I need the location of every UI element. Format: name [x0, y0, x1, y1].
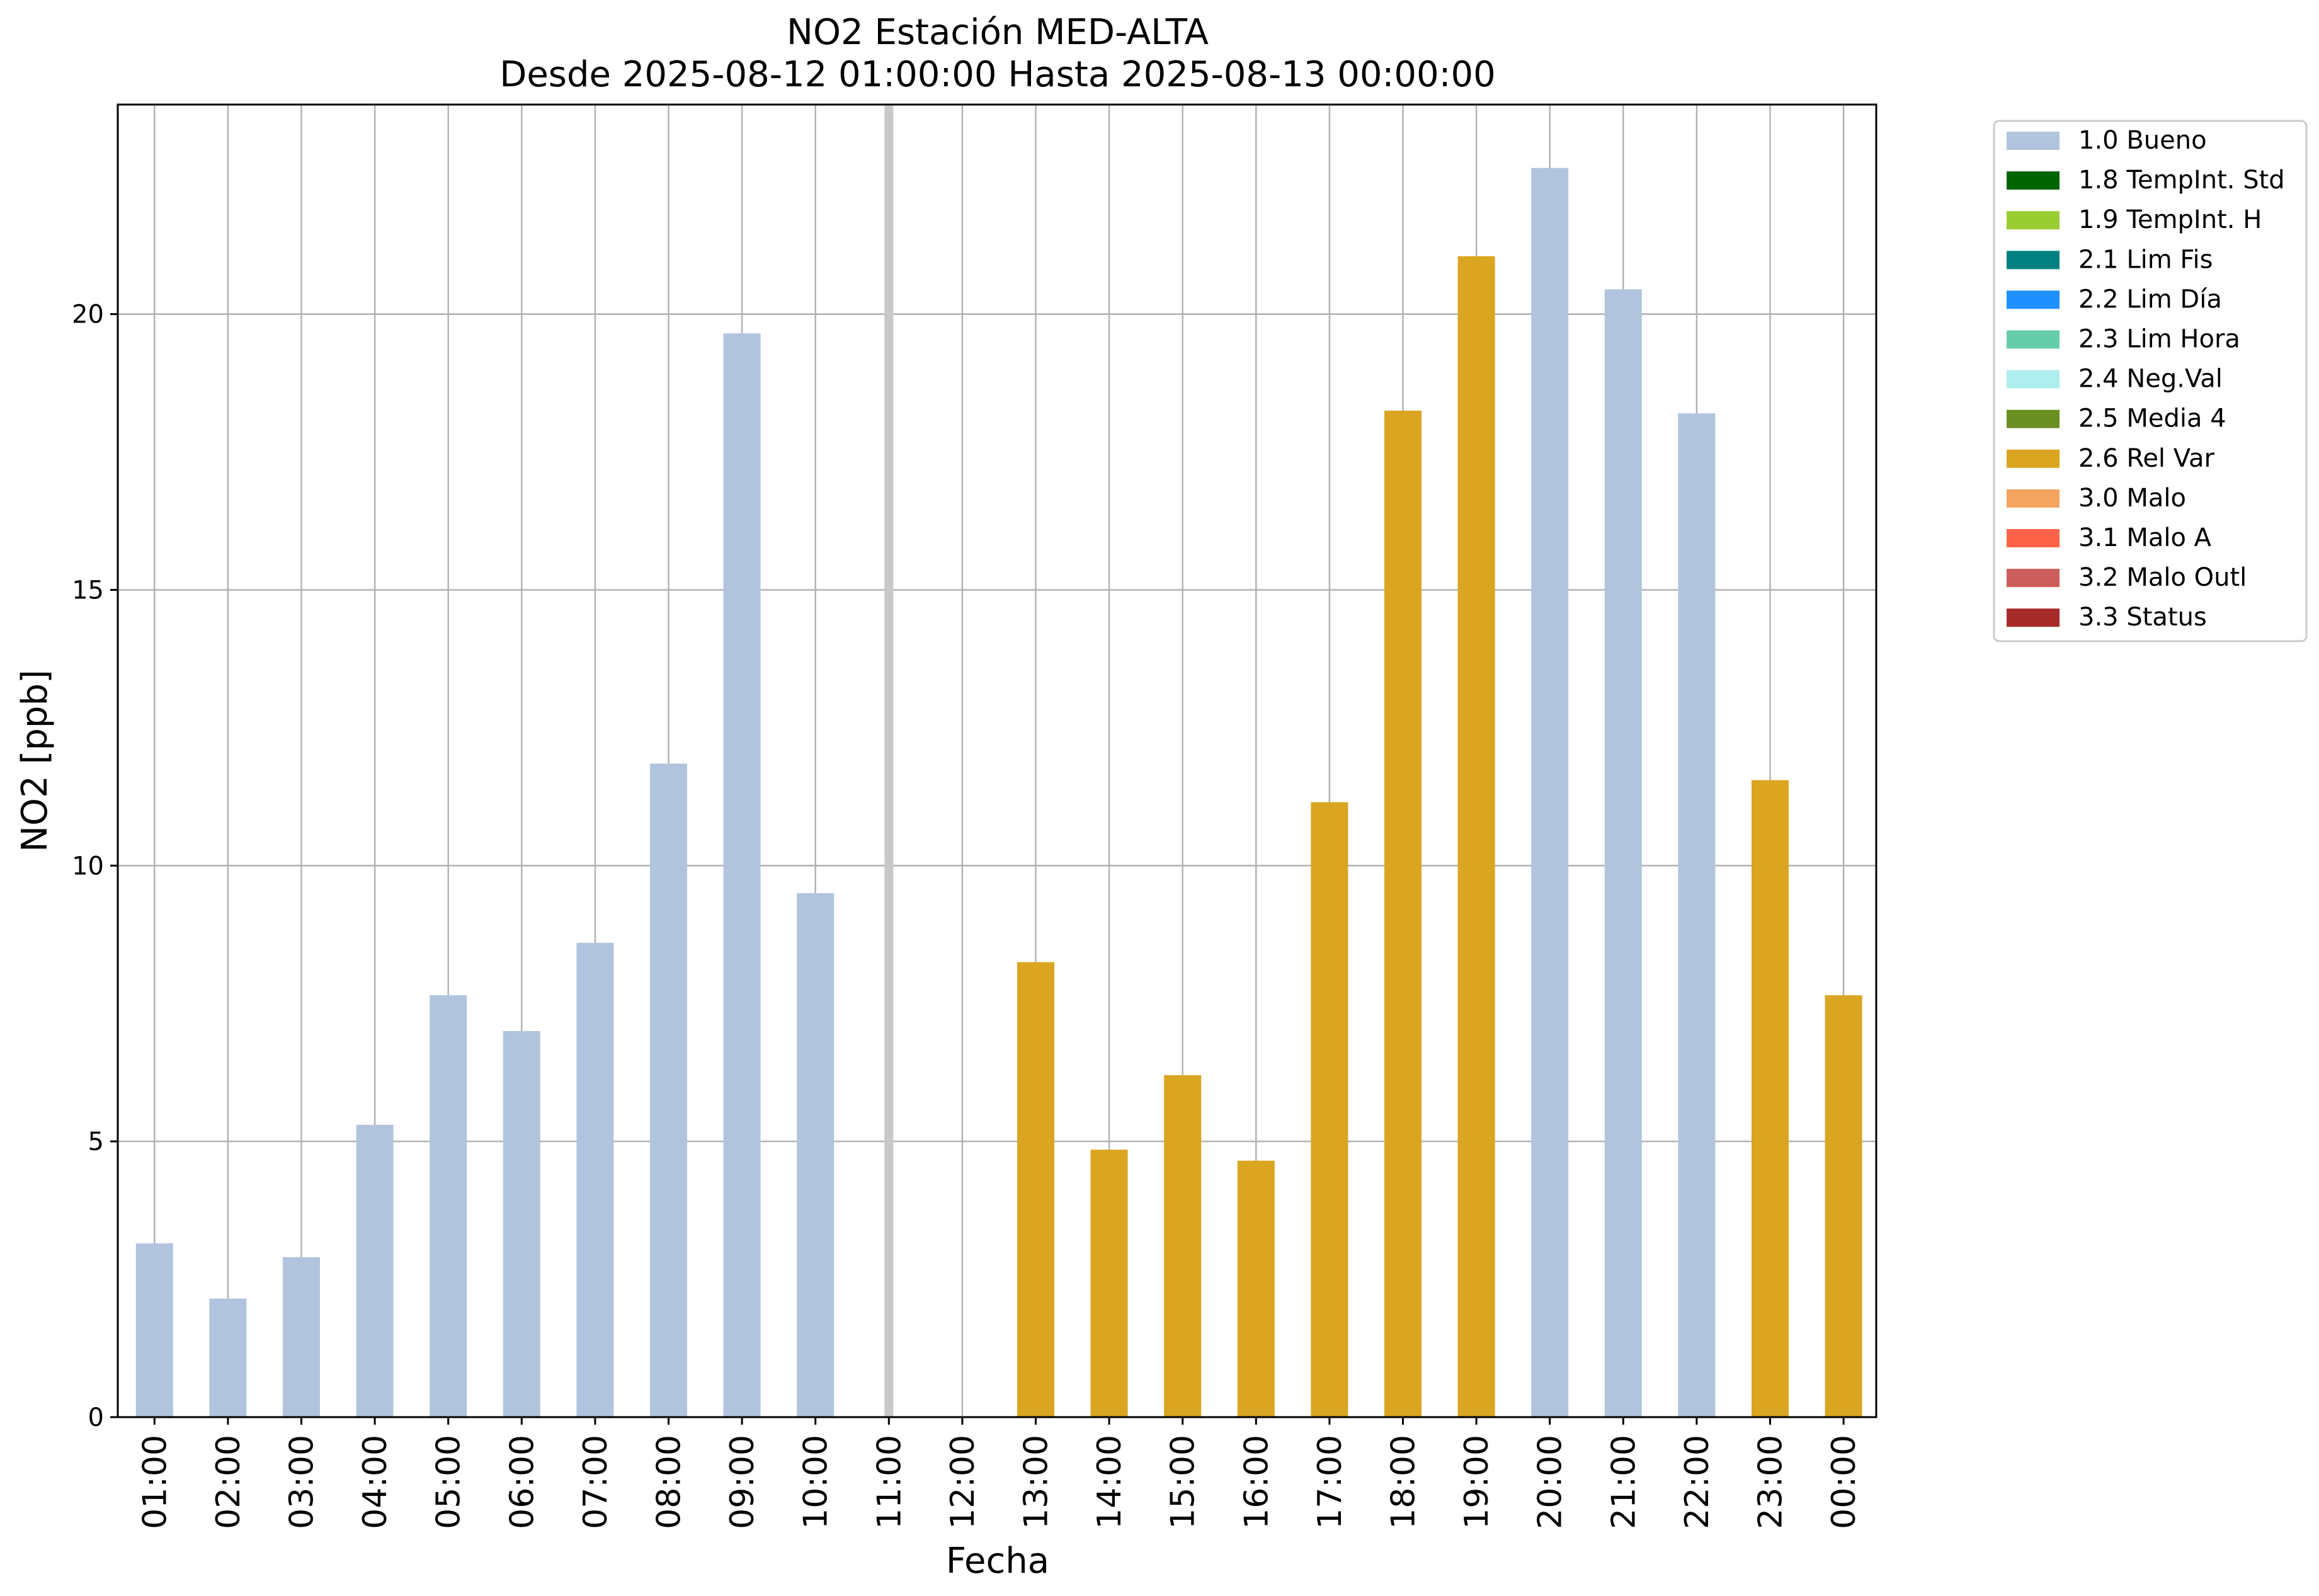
legend-swatch: [2007, 211, 2060, 230]
legend-label: 2.5 Media 4: [2078, 404, 2226, 433]
x-tick-label: 01:00: [136, 1435, 174, 1529]
x-tick-label: 14:00: [1091, 1435, 1129, 1529]
y-tick-label: 5: [88, 1127, 104, 1156]
legend-swatch: [2007, 290, 2060, 309]
legend-swatch: [2007, 529, 2060, 547]
legend-label: 2.1 Lim Fis: [2078, 245, 2213, 274]
bar-1000: [797, 893, 835, 1417]
x-tick-label: 12:00: [944, 1435, 982, 1529]
bar-2200: [1678, 413, 1716, 1417]
x-tick-label: 21:00: [1605, 1435, 1643, 1529]
legend-swatch: [2007, 132, 2060, 150]
x-tick-label: 15:00: [1165, 1435, 1202, 1529]
x-tick-label: 06:00: [503, 1435, 541, 1529]
x-tick-label: 05:00: [430, 1435, 468, 1529]
legend-swatch: [2007, 489, 2060, 508]
x-tick-label: 18:00: [1385, 1435, 1423, 1529]
legend-swatch: [2007, 608, 2060, 627]
x-tick-label: 10:00: [797, 1435, 835, 1529]
bar-0200: [209, 1298, 247, 1417]
legend-swatch: [2007, 251, 2060, 270]
legend-label: 1.9 TempInt. H: [2078, 205, 2262, 234]
bars: [135, 168, 1862, 1418]
x-tick-label: 08:00: [651, 1435, 688, 1529]
y-axis-label: NO2 [ppb]: [14, 670, 55, 852]
x-tick-label: 04:00: [356, 1435, 394, 1529]
legend-swatch: [2007, 171, 2060, 190]
bar-0600: [503, 1031, 540, 1417]
bar-2000: [1531, 168, 1569, 1417]
legend-label: 2.6 Rel Var: [2078, 444, 2215, 473]
plot-frame: [117, 103, 1877, 1418]
legend: 1.0 Bueno 1.8 TempInt. Std 1.9 TempInt. H 2…: [1993, 120, 2308, 642]
legend-frame: [1993, 120, 2308, 642]
y-tick-label: 10: [72, 852, 104, 881]
x-tick-label: 20:00: [1532, 1435, 1570, 1529]
bar-0300: [283, 1257, 320, 1417]
legend-items: 1.0 Bueno 1.8 TempInt. Std 1.9 TempInt. H 2…: [2007, 126, 2285, 632]
legend-label: 1.8 TempInt. Std: [2078, 166, 2285, 195]
bar-0000: [1825, 995, 1862, 1417]
x-tick-label: 09:00: [724, 1435, 761, 1529]
x-tick-label: 02:00: [210, 1435, 248, 1529]
chart-title: NO2 Estación MED-ALTA: [787, 12, 1209, 53]
bar-1600: [1237, 1160, 1275, 1417]
x-tick-label: 17:00: [1311, 1435, 1349, 1529]
legend-label: 1.0 Bueno: [2078, 126, 2207, 155]
bar-0900: [723, 333, 761, 1418]
x-tick-label: 23:00: [1752, 1435, 1790, 1529]
chart-subtitle: Desde 2025-08-12 01:00:00 Hasta 2025-08-…: [499, 54, 1496, 95]
legend-swatch: [2007, 330, 2060, 349]
legend-label: 2.2 Lim Día: [2078, 285, 2222, 314]
x-tick-label: 16:00: [1238, 1435, 1275, 1529]
x-tick-label: 19:00: [1458, 1435, 1496, 1529]
y-tick-label: 20: [72, 300, 104, 329]
legend-label: 3.0 Malo: [2078, 484, 2186, 513]
bar-1500: [1164, 1075, 1202, 1417]
x-tick-label: 22:00: [1678, 1435, 1716, 1529]
x-axis-label: Fecha: [946, 1541, 1049, 1582]
bar-2300: [1752, 780, 1789, 1417]
legend-swatch: [2007, 569, 2060, 588]
legend-swatch: [2007, 449, 2060, 468]
highlight-marker: [884, 105, 894, 1417]
x-tick-label: 00:00: [1825, 1435, 1863, 1529]
legend-label: 3.3 Status: [2078, 603, 2207, 632]
bar-0100: [135, 1243, 173, 1417]
legend-label: 2.4 Neg.Val: [2078, 365, 2223, 394]
bar-0700: [576, 942, 614, 1417]
legend-label: 3.1 Malo A: [2078, 523, 2212, 552]
x-tick-label: 13:00: [1018, 1435, 1056, 1529]
bar-1700: [1311, 802, 1348, 1417]
bar-1800: [1384, 410, 1422, 1417]
legend-swatch: [2007, 409, 2060, 428]
y-axis-ticks: 0 5 10 15 20: [72, 300, 118, 1432]
legend-swatch: [2007, 370, 2060, 389]
x-tick-label: 07:00: [577, 1435, 615, 1529]
x-tick-label: 11:00: [870, 1435, 908, 1529]
y-tick-label: 0: [88, 1403, 104, 1432]
bar-1400: [1090, 1149, 1128, 1417]
x-axis-ticks: 01:00 02:00 03:00 04:00 05:00 06:00 07:00 08:00…: [136, 1417, 1863, 1529]
bar-0400: [356, 1124, 394, 1417]
legend-label: 3.2 Malo Outl: [2078, 563, 2247, 592]
x-tick-label: 03:00: [283, 1435, 321, 1529]
bar-2100: [1604, 289, 1642, 1417]
y-tick-label: 15: [72, 576, 104, 605]
highlight-band: [884, 105, 894, 1417]
bar-0800: [650, 763, 687, 1417]
bar-0500: [430, 995, 467, 1417]
bar-1300: [1017, 962, 1054, 1417]
bar-1900: [1457, 256, 1495, 1417]
legend-label: 2.3 Lim Hora: [2078, 325, 2240, 354]
